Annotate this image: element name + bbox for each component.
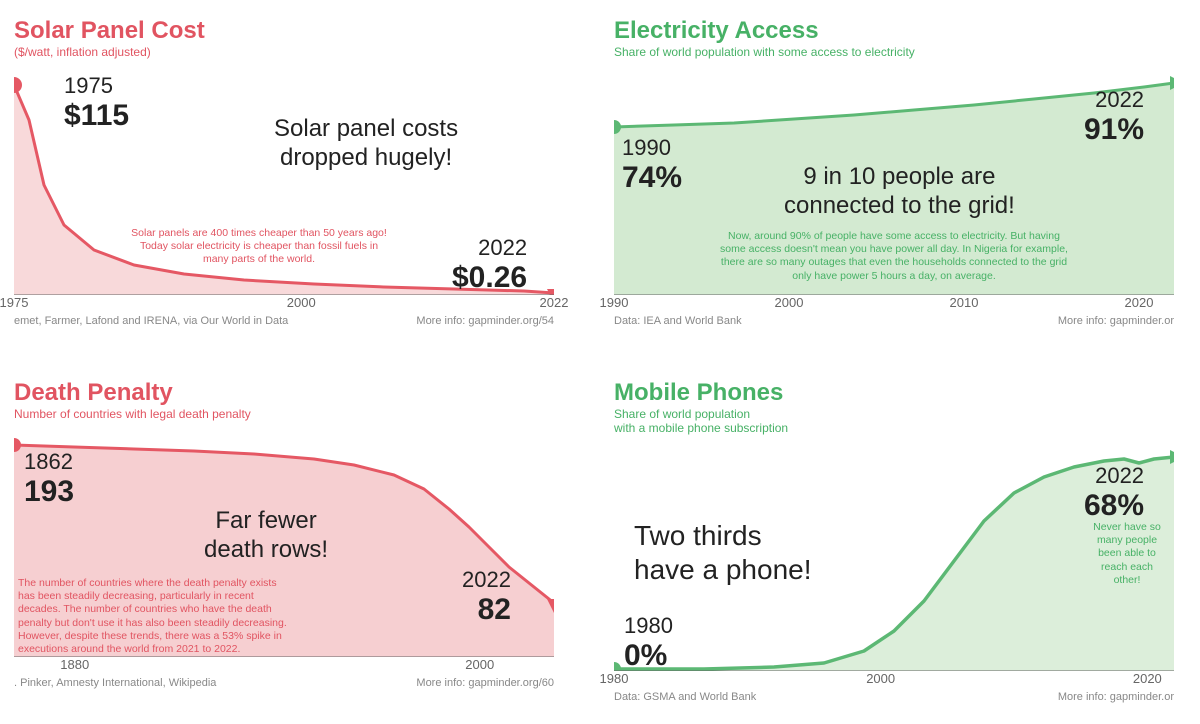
chart-footer: emet, Farmer, Lafond and IRENA, via Our … [14,315,554,327]
datapoint-year: 2022 [1084,87,1144,113]
datapoint-value: $115 [64,99,129,133]
x-tick: 1880 [60,657,89,672]
chart-area: 1975 $115 2022 $0.26 Solar panel costs d… [14,65,554,295]
chart-area: 1980 0% 2022 68% Two thirds have a phone… [614,441,1174,671]
x-tick: 2010 [950,295,979,310]
chart-callout: Far fewer death rows! [204,507,328,565]
datapoint-year: 1862 [24,449,74,475]
source-left: Data: IEA and World Bank [614,315,742,327]
chart-callout: Solar panel costs dropped hugely! [274,115,458,173]
chart-footer: Data: GSMA and World Bank More info: gap… [614,691,1174,703]
chart-note: Now, around 90% of people have some acce… [674,230,1114,283]
x-tick: 2020 [1133,671,1162,686]
x-tick: 2000 [287,295,316,310]
x-axis-ticks: 1990200020102020 [614,295,1174,313]
x-tick: 1980 [600,671,629,686]
panel-death: Death Penalty Number of countries with l… [0,362,600,724]
chart-title: Death Penalty [14,380,586,405]
datapoint-label: 2022 $0.26 [452,235,527,295]
x-tick: 2000 [866,671,895,686]
datapoint-value: 82 [462,593,511,627]
chart-title: Electricity Access [614,18,1186,43]
source-right: More info: gapminder.org/54 [416,315,554,327]
datapoint-label: 2022 91% [1084,87,1144,147]
datapoint-year: 1990 [622,135,682,161]
source-right: More info: gapminder.or [1058,315,1174,327]
source-left: Data: GSMA and World Bank [614,691,756,703]
x-tick: 2022 [540,295,569,310]
source-right: More info: gapminder.org/60 [416,677,554,689]
chart-note: The number of countries where the death … [18,577,348,656]
chart-callout: Two thirds have a phone! [634,519,812,586]
chart-area: 1990 74% 2022 91% 9 in 10 people are con… [614,65,1174,295]
x-axis-ticks: 1880 2000 [14,657,554,675]
datapoint-value: 74% [622,161,682,195]
source-left: emet, Farmer, Lafond and IRENA, via Our … [14,315,288,327]
datapoint-year: 2022 [462,567,511,593]
panel-electricity: Electricity Access Share of world popula… [600,0,1200,362]
panel-solar: Solar Panel Cost ($/watt, inflation adju… [0,0,600,362]
datapoint-value: $0.26 [452,261,527,295]
source-right: More info: gapminder.or [1058,691,1174,703]
datapoint-year: 2022 [452,235,527,261]
datapoint-label: 1980 0% [624,613,673,673]
datapoint-label: 1990 74% [622,135,682,195]
datapoint-year: 2022 [1084,463,1144,489]
x-tick: 2020 [1125,295,1154,310]
datapoint-value: 91% [1084,113,1144,147]
chart-subtitle: Share of world population with some acce… [614,45,1186,59]
datapoint-label: 2022 68% [1084,463,1144,523]
datapoint-label: 1975 $115 [64,73,129,133]
datapoint-year: 1975 [64,73,129,99]
datapoint-label: 1862 193 [24,449,74,509]
chart-subtitle: Share of world population with a mobile … [614,407,1186,435]
datapoint-value: 0% [624,639,673,673]
x-tick: 1975 [0,295,28,310]
chart-subtitle: ($/watt, inflation adjusted) [14,45,586,59]
x-axis-ticks: 197520002022 [14,295,554,313]
x-tick: 1990 [600,295,629,310]
source-left: . Pinker, Amnesty International, Wikiped… [14,677,216,689]
chart-title: Mobile Phones [614,380,1186,405]
chart-callout: 9 in 10 people are connected to the grid… [784,163,1015,221]
datapoint-value: 193 [24,475,74,509]
x-tick: 2000 [465,657,494,672]
datapoint-label: 2022 82 [462,567,511,627]
chart-footer: . Pinker, Amnesty International, Wikiped… [14,677,554,689]
chart-subtitle: Number of countries with legal death pen… [14,407,586,421]
datapoint-value: 68% [1084,489,1144,523]
chart-footer: Data: IEA and World Bank More info: gapm… [614,315,1174,327]
x-axis-ticks: 198020002020 [614,671,1174,689]
x-tick: 2000 [775,295,804,310]
chart-title: Solar Panel Cost [14,18,586,43]
chart-note: Solar panels are 400 times cheaper than … [104,227,414,266]
panel-mobile: Mobile Phones Share of world population … [600,362,1200,724]
datapoint-year: 1980 [624,613,673,639]
chart-note: Never have so many people been able to r… [1082,521,1172,587]
chart-area: 1862 193 2022 82 Far fewer death rows! T… [14,427,554,657]
